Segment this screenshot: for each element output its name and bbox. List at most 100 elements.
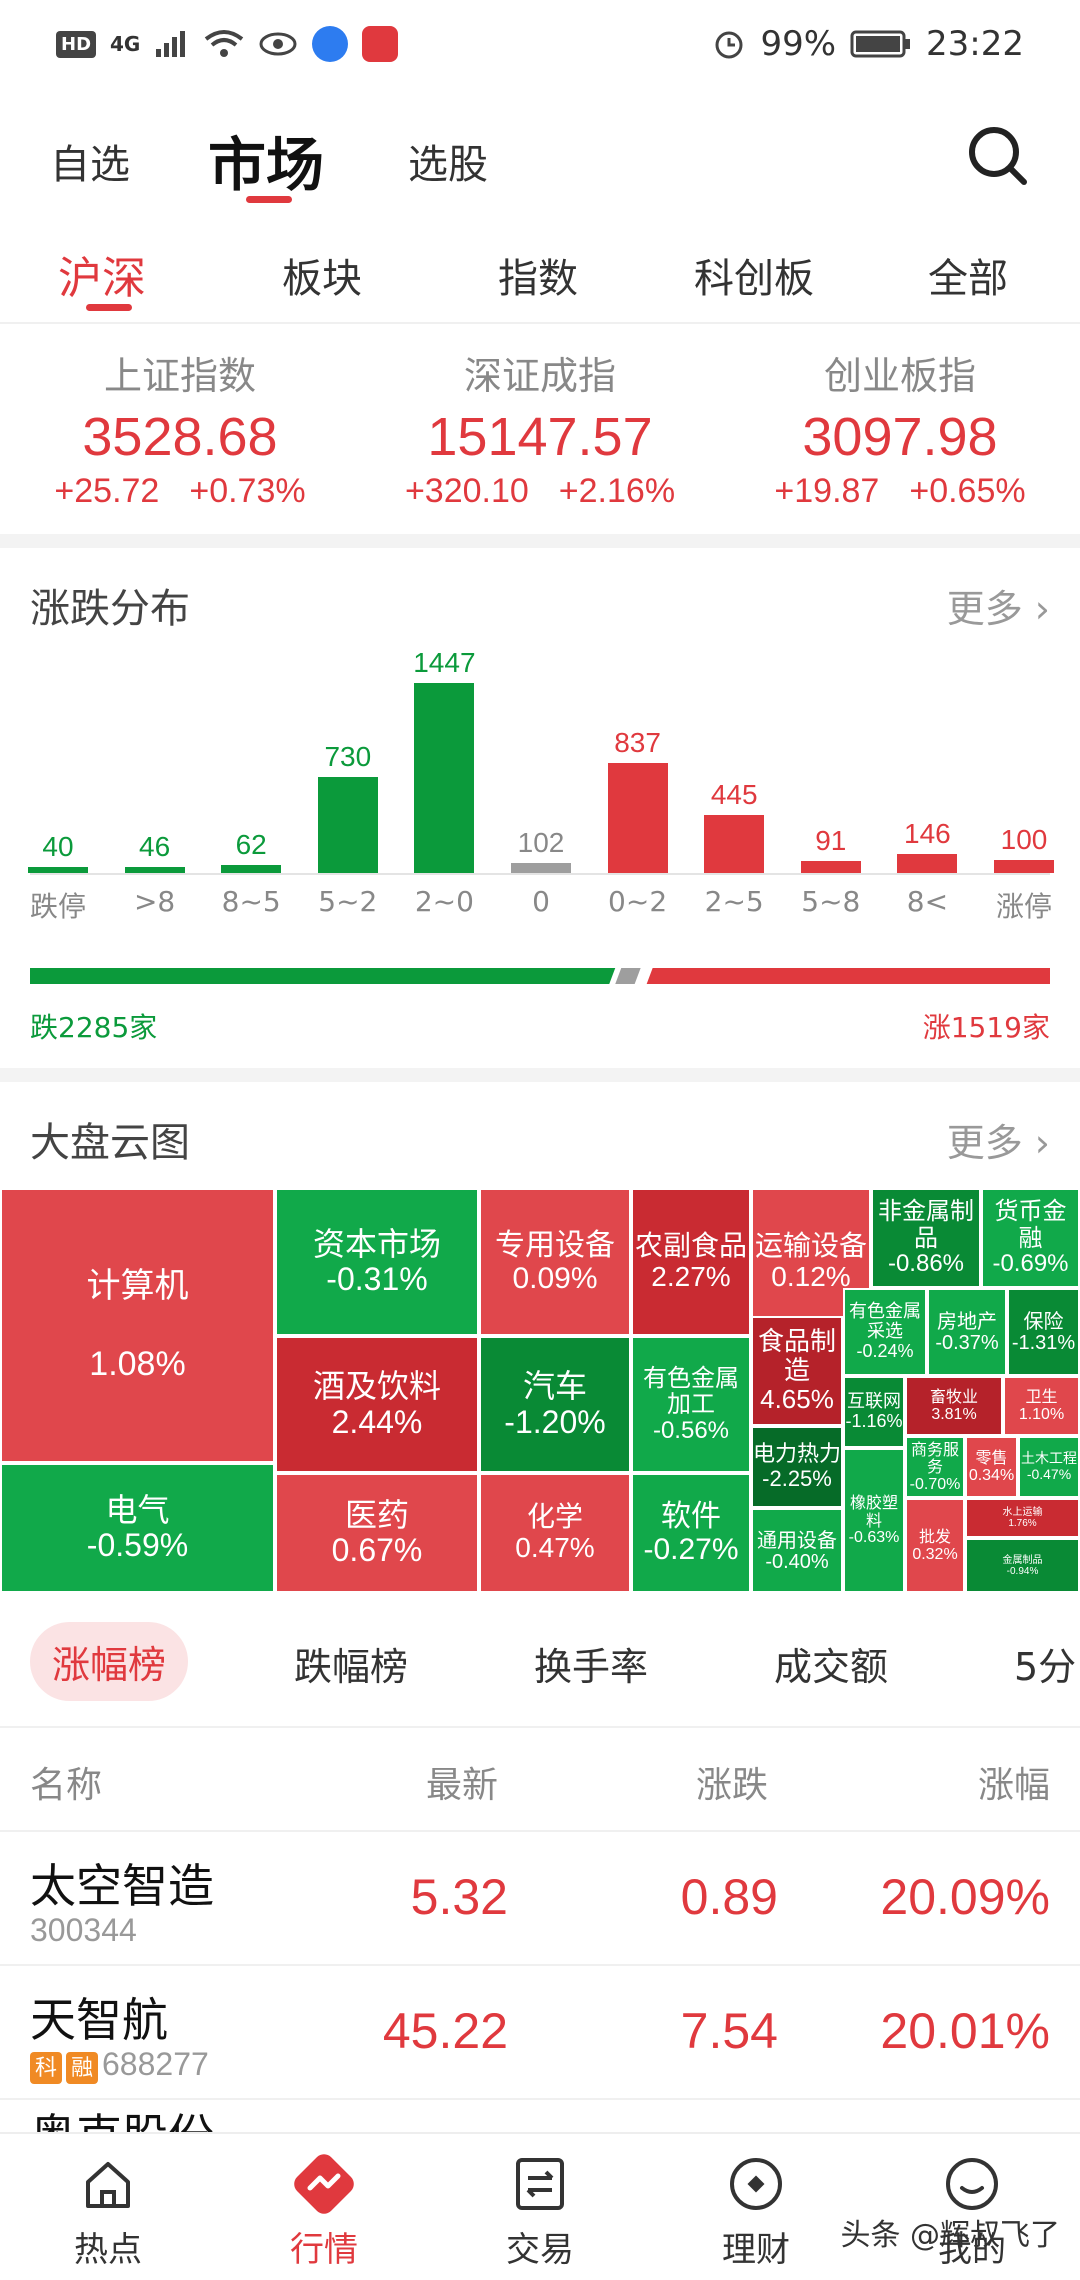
subtab-star-market[interactable]: 科创板: [694, 256, 814, 302]
treemap-cell[interactable]: 电气 -0.59%: [0, 1463, 275, 1593]
market-treemap[interactable]: 计算机 1.08% 资本市场 -0.31% 专用设备 0.09% 农副食品 2.27% 运输设备…: [0, 1188, 1080, 1593]
stock-pct: 20.09%: [880, 1869, 1050, 1925]
treemap-cell[interactable]: 卫生 1.10%: [1003, 1376, 1080, 1436]
hd-badge: HD: [56, 30, 97, 58]
treemap-cell-pct: 3.81%: [931, 1406, 977, 1423]
treemap-cell[interactable]: 通用设备 -0.40%: [751, 1508, 843, 1593]
treemap-cell[interactable]: 橡胶塑料 -0.63%: [843, 1448, 905, 1593]
bar-value-label: 445: [710, 778, 758, 810]
tab-volume[interactable]: 成交额: [774, 1645, 889, 1689]
treemap-cell[interactable]: 资本市场 -0.31%: [275, 1188, 479, 1336]
subtab-sector[interactable]: 板块: [282, 256, 362, 302]
treemap-more-link[interactable]: 更多 ›: [947, 1112, 1050, 1167]
col-header-latest[interactable]: 最新: [426, 1765, 499, 1806]
treemap-cell[interactable]: 有色金属采选 -0.24%: [843, 1288, 927, 1376]
treemap-cell[interactable]: 批发 0.32%: [905, 1498, 965, 1593]
treemap-cell[interactable]: 零售 0.34%: [965, 1436, 1018, 1498]
col-header-change[interactable]: 涨跌: [696, 1765, 769, 1806]
stock-name: 太空智造: [30, 1859, 214, 1913]
nav-hot[interactable]: 热点: [38, 2154, 178, 2271]
treemap-cell-pct: -2.25%: [762, 1466, 832, 1491]
treemap-cell-name: 畜牧业: [929, 1387, 978, 1407]
treemap-cell-name: 金属制品: [1002, 1554, 1043, 1566]
treemap-cell[interactable]: 农副食品 2.27%: [631, 1188, 751, 1336]
treemap-cell[interactable]: 互联网 -1.16%: [843, 1376, 905, 1448]
treemap-cell[interactable]: 软件 -0.27%: [631, 1473, 751, 1593]
nav-label: 热点: [74, 2230, 142, 2270]
treemap-cell-name: 软件: [661, 1499, 721, 1534]
subtab-hushen[interactable]: 沪深: [58, 253, 146, 304]
treemap-cell-name: 计算机: [86, 1266, 189, 1307]
index-card-chinext[interactable]: 创业板指 3097.98 +19.87 +0.65%: [720, 345, 1080, 511]
treemap-cell[interactable]: 医药 0.67%: [275, 1473, 479, 1593]
bar-5: [511, 863, 571, 873]
treemap-cell[interactable]: 土木工程 -0.47%: [1018, 1436, 1080, 1498]
index-card-shanghai[interactable]: 上证指数 3528.68 +25.72 +0.73%: [0, 345, 360, 511]
search-icon[interactable]: [966, 124, 1030, 188]
section-separator: [0, 534, 1080, 548]
treemap-cell[interactable]: 金属制品 -0.94%: [965, 1538, 1080, 1593]
divider: [0, 1830, 1080, 1832]
table-row[interactable]: 天智航 科融 688277 45.22 7.54 20.01%: [0, 1966, 1080, 2098]
stock-pct: 20.01%: [880, 2003, 1050, 2059]
treemap-cell[interactable]: 计算机 1.08%: [0, 1188, 275, 1463]
bar-category-label: 0: [532, 885, 550, 918]
battery-icon: [850, 30, 911, 58]
bar-9: [897, 853, 958, 873]
treemap-cell[interactable]: 畜牧业 3.81%: [905, 1376, 1003, 1436]
tab-market[interactable]: 市场: [208, 131, 325, 199]
tab-5min[interactable]: 5分: [1014, 1645, 1077, 1689]
bar-8: [800, 861, 861, 873]
treemap-cell[interactable]: 食品制造 4.65%: [751, 1316, 843, 1426]
treemap-cell-name: 有色金属加工: [643, 1363, 739, 1419]
index-value: 15147.57: [427, 407, 653, 467]
tab-turnover-rate[interactable]: 换手率: [534, 1645, 649, 1689]
nav-mine[interactable]: 我的: [902, 2154, 1042, 2271]
treemap-cell[interactable]: 有色金属加工 -0.56%: [631, 1336, 751, 1473]
bar-0: [28, 867, 88, 873]
treemap-cell[interactable]: 房地产 -0.37%: [927, 1288, 1007, 1376]
chevron-right-icon: ›: [1022, 1121, 1050, 1165]
index-change: +19.87: [774, 472, 880, 510]
index-value: 3097.98: [802, 407, 998, 467]
treemap-cell-name: 农副食品: [634, 1229, 747, 1263]
ratio-up-segment: [646, 968, 1050, 984]
partial-row-name[interactable]: 奥克股份: [30, 2106, 214, 2132]
table-row[interactable]: 太空智造 300344 5.32 0.89 20.09%: [0, 1832, 1080, 1964]
treemap-cell[interactable]: 汽车 -1.20%: [479, 1336, 631, 1473]
stock-change: 7.54: [680, 2003, 778, 2059]
treemap-cell[interactable]: 专用设备 0.09%: [479, 1188, 631, 1336]
tab-top-losers[interactable]: 跌幅榜: [294, 1645, 409, 1689]
treemap-cell[interactable]: 电力热力 -2.25%: [751, 1426, 843, 1508]
subtab-all[interactable]: 全部: [928, 256, 1008, 302]
wealth-icon: [730, 2158, 782, 2210]
treemap-cell[interactable]: 保险 -1.31%: [1007, 1288, 1080, 1376]
distribution-chart: 40 跌停 46 >8 62 8~5 730 5~2 1447 2~0 102 0 837 0~2 445 2…: [0, 647, 1080, 930]
treemap-cell-pct: 4.65%: [760, 1384, 834, 1415]
tab-top-gainers[interactable]: 涨幅榜: [30, 1622, 189, 1701]
distribution-more-link[interactable]: 更多 ›: [947, 578, 1050, 633]
bar-category-label: 涨停: [995, 890, 1052, 923]
tab-stock-picker[interactable]: 选股: [408, 142, 488, 188]
tab-watchlist[interactable]: 自选: [50, 142, 130, 188]
treemap-cell[interactable]: 货币金融 -0.69%: [981, 1188, 1080, 1288]
treemap-cell-pct: -0.27%: [643, 1533, 739, 1566]
nav-trade[interactable]: 交易: [470, 2154, 610, 2271]
treemap-cell[interactable]: 水上运输 1.76%: [965, 1498, 1080, 1538]
treemap-cell-pct: -0.31%: [326, 1261, 428, 1297]
index-card-shenzhen[interactable]: 深证成指 15147.57 +320.10 +2.16%: [360, 345, 720, 511]
distribution-title: 涨跌分布: [30, 586, 190, 632]
more-label: 更多: [946, 1121, 1023, 1165]
nav-market[interactable]: 行情: [254, 2154, 394, 2271]
bar-2: [221, 864, 282, 873]
treemap-cell[interactable]: 商务服务 -0.70%: [905, 1436, 965, 1498]
treemap-cell[interactable]: 非金属制品 -0.86%: [871, 1188, 981, 1288]
treemap-cell[interactable]: 酒及饮料 2.44%: [275, 1336, 479, 1473]
treemap-cell-pct: -0.24%: [856, 1340, 914, 1361]
nav-wealth[interactable]: 理财: [686, 2154, 826, 2271]
bar-4: [414, 683, 475, 873]
ratio-down-segment: [30, 968, 616, 984]
treemap-cell[interactable]: 化学 0.47%: [479, 1473, 631, 1593]
col-header-pct[interactable]: 涨幅: [977, 1765, 1050, 1806]
subtab-index[interactable]: 指数: [498, 256, 578, 302]
